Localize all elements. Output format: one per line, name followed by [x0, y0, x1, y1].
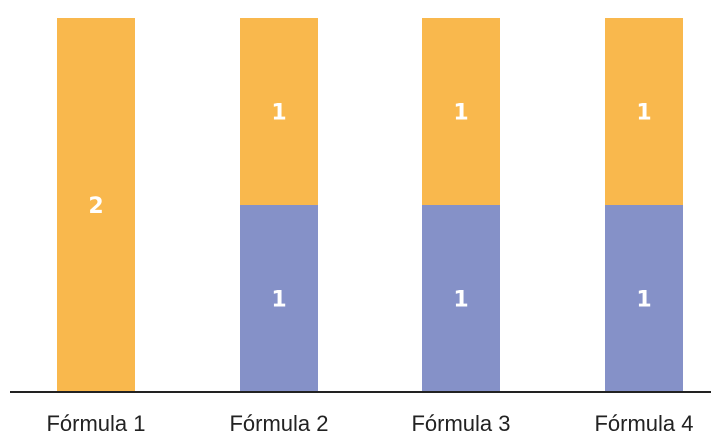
bar-value-label: 1: [271, 288, 286, 313]
category-label: Fórmula 4: [594, 411, 693, 436]
category-label: Fórmula 2: [229, 411, 328, 436]
category-label: Fórmula 1: [46, 411, 145, 436]
bar-segment: [422, 18, 500, 205]
bar-value-label: 1: [453, 101, 468, 126]
bars-group: 2 1 1 1 1 1 1: [57, 18, 683, 392]
bar-segment: [57, 18, 135, 392]
bar-value-label: 1: [271, 101, 286, 126]
category-label: Fórmula 3: [411, 411, 510, 436]
bar-segment: [605, 205, 683, 392]
bar-segment: [605, 18, 683, 205]
category-labels-group: Fórmula 1 Fórmula 2 Fórmula 3 Fórmula 4: [46, 411, 693, 436]
bar-value-label: 1: [636, 101, 651, 126]
bar-segment: [240, 18, 318, 205]
bar-value-label: 1: [636, 288, 651, 313]
bar-segment: [422, 205, 500, 392]
bar-segment: [240, 205, 318, 392]
bar-value-label: 1: [453, 288, 468, 313]
bar-value-label: 2: [88, 194, 103, 219]
